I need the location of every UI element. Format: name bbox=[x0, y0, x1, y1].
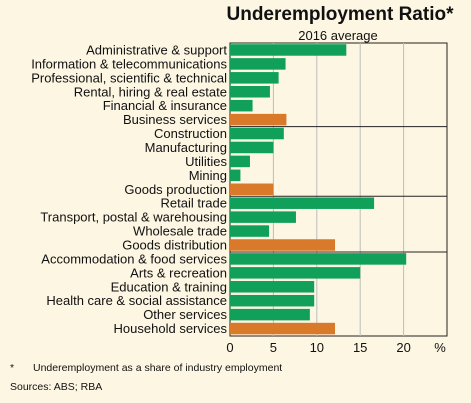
bar bbox=[230, 127, 284, 140]
x-tick-label: 15 bbox=[353, 340, 367, 355]
bar bbox=[230, 58, 286, 70]
x-tick-label: 0 bbox=[226, 340, 233, 355]
category-label: Accommodation & food services bbox=[41, 251, 227, 266]
chart-title: Underemployment Ratio* bbox=[227, 4, 455, 25]
category-label: Arts & recreation bbox=[130, 265, 227, 280]
bar bbox=[230, 281, 315, 293]
category-label: Financial & insurance bbox=[103, 98, 227, 113]
bar bbox=[230, 141, 274, 154]
category-label: Administrative & support bbox=[86, 42, 227, 57]
footnote-text: Underemployment as a share of industry e… bbox=[33, 362, 282, 374]
x-tick-label: 10 bbox=[310, 340, 324, 355]
bar bbox=[230, 183, 274, 196]
category-label: Education & training bbox=[111, 279, 227, 294]
chart-subtitle: 2016 average bbox=[298, 28, 378, 43]
bar bbox=[230, 225, 270, 237]
bar bbox=[230, 155, 250, 168]
bars-group bbox=[230, 44, 447, 335]
category-label: Information & telecommunications bbox=[31, 56, 227, 71]
category-label: Professional, scientific & technical bbox=[31, 70, 227, 85]
category-label: Business services bbox=[123, 112, 228, 127]
footnote-marker: * bbox=[10, 362, 14, 374]
x-unit-label: % bbox=[434, 340, 446, 355]
bar bbox=[230, 253, 407, 265]
category-label: Health care & social assistance bbox=[46, 293, 227, 308]
x-tick-labels: 0 5 10 15 20 bbox=[226, 340, 410, 355]
bar bbox=[230, 322, 336, 335]
category-label: Goods production bbox=[124, 182, 227, 197]
bar bbox=[230, 211, 296, 223]
bar bbox=[230, 294, 315, 307]
sources-note: Sources: ABS; RBA bbox=[10, 381, 102, 393]
category-label: Retail trade bbox=[161, 196, 227, 211]
bar bbox=[230, 99, 253, 112]
bar bbox=[230, 169, 241, 182]
bar bbox=[230, 72, 279, 84]
category-label: Manufacturing bbox=[145, 140, 227, 155]
category-label: Other services bbox=[143, 307, 227, 322]
bar bbox=[230, 44, 347, 56]
category-label: Utilities bbox=[185, 154, 227, 169]
x-tick-label: 5 bbox=[270, 340, 277, 355]
bar bbox=[230, 197, 375, 209]
category-label: Goods distribution bbox=[122, 237, 227, 252]
x-tick-label: 20 bbox=[396, 340, 410, 355]
bar bbox=[230, 239, 336, 251]
category-label: Construction bbox=[154, 126, 227, 141]
category-label: Rental, hiring & real estate bbox=[74, 84, 227, 99]
bar bbox=[230, 267, 361, 279]
bar bbox=[230, 86, 270, 98]
category-label: Wholesale trade bbox=[133, 224, 227, 239]
bar bbox=[230, 308, 310, 321]
bar bbox=[230, 113, 287, 126]
category-label: Transport, postal & warehousing bbox=[40, 210, 227, 225]
category-label: Mining bbox=[189, 168, 227, 183]
category-label: Household services bbox=[114, 321, 228, 336]
